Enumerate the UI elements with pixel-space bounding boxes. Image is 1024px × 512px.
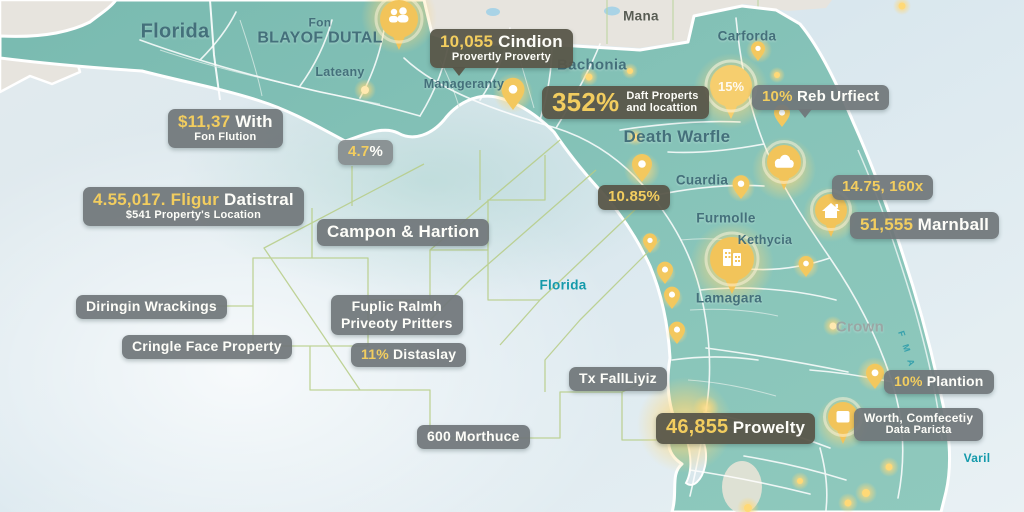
pin-house (810, 189, 852, 237)
people-icon (389, 7, 409, 23)
marker-dot-icon (774, 104, 790, 127)
pin-building (704, 231, 760, 294)
building-icon (723, 249, 741, 266)
callout-diringin[interactable]: Diringin Wrackings (76, 295, 227, 319)
label-florida-water: Florida (539, 277, 587, 293)
label-death-warfle: Death Warfle (623, 127, 731, 146)
callout-pct47[interactable]: 4.7% (338, 140, 393, 165)
callout-morthuce[interactable]: 600 Morthuce (417, 425, 530, 449)
label-mana: Mana (623, 8, 659, 24)
callout-prowelty[interactable]: 46,855 Prowelty (656, 413, 816, 444)
large-pins[interactable]: 15% (374, 0, 863, 444)
marker-dot-icon (643, 233, 657, 253)
label-kethycia: Kethycia (737, 233, 793, 247)
callout-reb-urfiect[interactable]: 10% Reb Urfiect (752, 85, 890, 118)
callout-fuplic[interactable]: Fuplic Ralmh Priveoty Pritters (331, 295, 463, 336)
marker-dot-icon (751, 41, 765, 61)
callout-tail (798, 108, 812, 118)
callout-with-fon[interactable]: $11,37 With Fon Flution (168, 109, 283, 148)
marker-dot-icon (798, 256, 814, 277)
callout-marnball[interactable]: 51,555 Marnball (850, 212, 1000, 240)
label-fon: Fon (308, 15, 332, 30)
callout-pct1085[interactable]: 10.85% (598, 185, 671, 210)
dot-markers[interactable] (361, 2, 906, 512)
callout-daft[interactable]: 352% Daft Properts and locattion (542, 86, 709, 119)
label-manageranty: Manageranty (423, 77, 505, 91)
callout-coords[interactable]: 14.75, 160x (832, 175, 934, 200)
svg-text:15%: 15% (718, 79, 744, 94)
pin-cloud (762, 140, 806, 190)
label-bachonia: Bachonia (557, 56, 627, 74)
label-florida-state: Florida (140, 20, 210, 43)
callout-tail (452, 66, 466, 76)
callout-cringle[interactable]: Cringle Face Property (122, 335, 292, 359)
callout-distaslay[interactable]: 11% Distaslay (351, 343, 467, 367)
callout-cindion[interactable]: 10,055 Cindion Provertly Proverty (430, 29, 573, 76)
label-cuardia: Cuardia (675, 172, 729, 188)
callout-fligur[interactable]: 4.55,017. Fligur Datistral $541 Property… (83, 187, 304, 226)
small-pins[interactable] (501, 41, 885, 389)
label-varil: Varil (963, 451, 991, 465)
label-carforda: Carforda (717, 28, 777, 44)
marker-dot-icon (632, 154, 652, 182)
marker-dot-icon (669, 321, 685, 344)
cloud-icon (774, 154, 794, 168)
callout-campon[interactable]: Campon & Hartion (317, 219, 490, 247)
house-icon (822, 203, 840, 218)
pin-15pct: 15% (704, 59, 758, 119)
label-lamagara: Lamagara (695, 290, 763, 306)
marker-dot-icon (732, 175, 750, 199)
marker-dot-icon (664, 286, 680, 309)
card-icon (836, 411, 850, 423)
label-crown: Crown (835, 318, 885, 336)
marker-dot-icon (866, 363, 884, 389)
pin-card (823, 397, 863, 444)
callout-tx[interactable]: Tx FallLiyiz (569, 367, 667, 391)
label-lateany: Lateany (315, 65, 365, 79)
pin-people (374, 0, 424, 50)
marker-dot-icon (501, 77, 525, 110)
marker-dot-icon (657, 261, 673, 284)
callout-plantion[interactable]: 10% Plantion (884, 370, 994, 394)
label-blayof-dutal: Fon BLAYOF DUTAL (257, 15, 383, 47)
callout-worth[interactable]: Worth, Comfecetiy Data Paricta (854, 408, 984, 441)
label-furmolle: Furmolle (696, 210, 756, 226)
